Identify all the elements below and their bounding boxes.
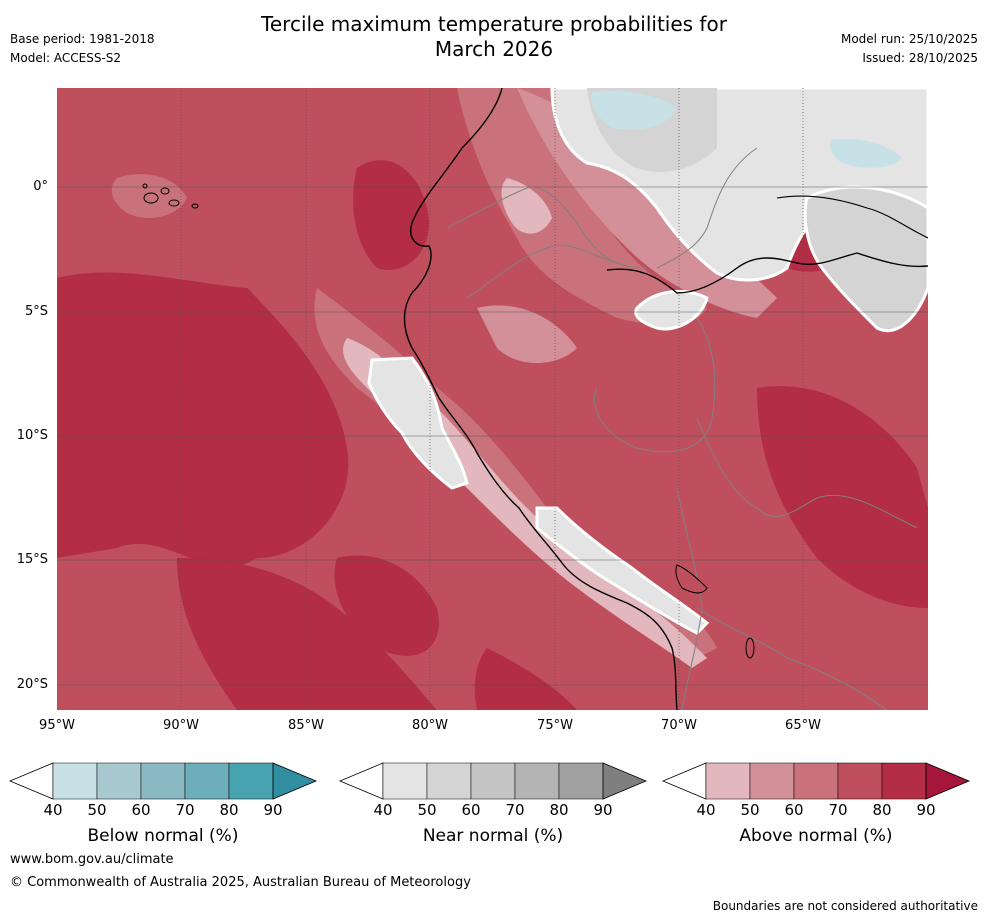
lat-label-15s: 15°S bbox=[16, 552, 48, 567]
region-above-80-west bbox=[57, 272, 349, 567]
galapagos-islands bbox=[142, 183, 199, 209]
colorbar-above-segment bbox=[793, 762, 839, 800]
amazon-river bbox=[606, 252, 928, 294]
colorbar-near-extend-high bbox=[602, 762, 648, 800]
colorbar-below-extend-low bbox=[8, 762, 54, 800]
colorbar-below-tick: 90 bbox=[263, 801, 283, 819]
lat-label-10s: 10°S bbox=[16, 428, 48, 443]
colorbar-below-segment bbox=[184, 762, 230, 800]
colorbar-near-segment bbox=[426, 762, 472, 800]
footer-copyright: © Commonwealth of Australia 2025, Austra… bbox=[10, 875, 471, 890]
colorbar-below-segment bbox=[228, 762, 274, 800]
lon-label-95w: 95°W bbox=[39, 718, 75, 733]
colorbar-above-tick: 90 bbox=[916, 801, 936, 819]
region-near-normal-peru-south bbox=[535, 506, 710, 635]
lake-titicaca bbox=[675, 564, 708, 594]
region-near-normal-50-northeast bbox=[803, 185, 928, 333]
lat-label-5s: 5°S bbox=[24, 304, 48, 319]
colorbar-near-extend-low bbox=[338, 762, 384, 800]
region-above-80-south bbox=[334, 555, 439, 656]
lon-label-90w: 90°W bbox=[163, 718, 199, 733]
caption-above-normal: Above normal (%) bbox=[739, 826, 893, 846]
colorbar-above-segment bbox=[881, 762, 927, 800]
caption-below-normal: Below normal (%) bbox=[87, 826, 239, 846]
colorbar-below-tick: 50 bbox=[87, 801, 107, 819]
colorbar-above-segment bbox=[749, 762, 795, 800]
meta-right: Model run: 25/10/2025 Issued: 28/10/2025 bbox=[841, 30, 978, 68]
meta-left: Base period: 1981-2018 Model: ACCESS-S2 bbox=[10, 30, 155, 68]
footer-disclaimer: Boundaries are not considered authoritat… bbox=[712, 899, 978, 913]
model-name: Model: ACCESS-S2 bbox=[10, 51, 122, 65]
colorbar-near-tick: 60 bbox=[461, 801, 481, 819]
colorbar-above-tick: 80 bbox=[872, 801, 892, 819]
region-above-40-north-coast bbox=[501, 178, 552, 234]
colorbar-below-tick: 60 bbox=[131, 801, 151, 819]
issued-date: Issued: 28/10/2025 bbox=[862, 51, 978, 65]
colorbar-near-normal bbox=[338, 762, 648, 800]
colorbar-above-segment bbox=[837, 762, 883, 800]
colorbar-near-tick: 70 bbox=[505, 801, 525, 819]
colorbar-above-tick: 40 bbox=[696, 801, 716, 819]
title-line-1: Tercile maximum temperature probabilitie… bbox=[261, 12, 727, 36]
colorbar-above-tick: 60 bbox=[784, 801, 804, 819]
colorbar-below-segment bbox=[96, 762, 142, 800]
lon-label-70w: 70°W bbox=[661, 718, 697, 733]
coastline-south-america bbox=[403, 88, 678, 710]
base-period: Base period: 1981-2018 bbox=[10, 32, 155, 46]
colorbar-near-tick: 90 bbox=[593, 801, 613, 819]
model-run: Model run: 25/10/2025 bbox=[840, 32, 978, 46]
probability-map bbox=[57, 88, 928, 710]
chart-title: Tercile maximum temperature probabilitie… bbox=[0, 12, 988, 62]
colorbar-below-tick: 40 bbox=[43, 801, 63, 819]
region-above-80-southwest bbox=[177, 558, 437, 710]
colorbar-near-segment bbox=[470, 762, 516, 800]
region-above-80-north bbox=[353, 160, 429, 270]
colorbar-near-tick: 80 bbox=[549, 801, 569, 819]
colorbar-near-tick: 50 bbox=[417, 801, 437, 819]
region-near-normal-peru-north bbox=[367, 356, 469, 490]
footer-url: www.bom.gov.au/climate bbox=[10, 852, 174, 867]
lat-label-20s: 20°S bbox=[16, 677, 48, 692]
region-above-80-east bbox=[757, 386, 928, 608]
colorbar-near-segment bbox=[558, 762, 604, 800]
northern-river bbox=[776, 195, 928, 239]
lake-poopo bbox=[745, 637, 755, 659]
lon-label-80w: 80°W bbox=[412, 718, 448, 733]
map-latitude-lines bbox=[57, 186, 928, 686]
country-borders bbox=[446, 147, 918, 710]
region-above-80-coast bbox=[474, 648, 577, 710]
colorbar-below-segment bbox=[52, 762, 98, 800]
lat-label-0: 0° bbox=[33, 179, 48, 194]
colorbar-above-extend-low bbox=[661, 762, 707, 800]
colorbar-legends bbox=[8, 762, 971, 800]
colorbar-below-tick: 80 bbox=[219, 801, 239, 819]
colorbar-below-segment bbox=[140, 762, 186, 800]
lon-label-85w: 85°W bbox=[288, 718, 324, 733]
region-below-40-northeast bbox=[830, 138, 902, 168]
colorbar-above-tick: 70 bbox=[828, 801, 848, 819]
lon-label-75w: 75°W bbox=[537, 718, 573, 733]
colorbar-below-normal bbox=[8, 762, 318, 800]
colorbar-near-tick: 40 bbox=[373, 801, 393, 819]
region-above-60-galapagos bbox=[111, 174, 187, 218]
colorbar-near-segment bbox=[382, 762, 428, 800]
colorbar-near-segment bbox=[514, 762, 560, 800]
region-near-normal-amazon bbox=[634, 289, 709, 331]
caption-near-normal: Near normal (%) bbox=[422, 826, 564, 846]
region-above-50-ecuador bbox=[477, 305, 577, 363]
title-line-2: March 2026 bbox=[434, 37, 554, 61]
colorbar-above-segment bbox=[705, 762, 751, 800]
region-below-40-north bbox=[591, 91, 677, 130]
colorbar-above-normal bbox=[661, 762, 971, 800]
colorbar-below-tick: 70 bbox=[175, 801, 195, 819]
colorbar-below-extend-high bbox=[272, 762, 318, 800]
map-area bbox=[57, 88, 928, 710]
colorbar-above-tick: 50 bbox=[740, 801, 760, 819]
lon-label-65w: 65°W bbox=[785, 718, 821, 733]
region-above-60-northern bbox=[457, 88, 707, 325]
colorbar-above-extend-high bbox=[925, 762, 971, 800]
